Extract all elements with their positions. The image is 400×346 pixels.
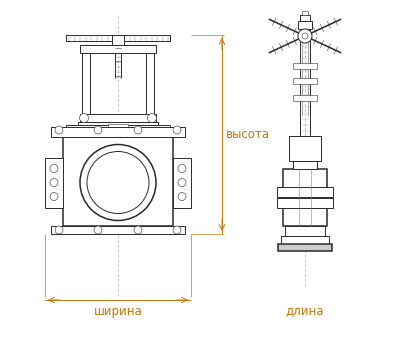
- Bar: [45, 157, 63, 208]
- Bar: [289, 136, 321, 161]
- Circle shape: [87, 152, 149, 213]
- Circle shape: [50, 179, 58, 186]
- Bar: [285, 226, 325, 236]
- Bar: [298, 21, 312, 29]
- Bar: [51, 127, 185, 137]
- Bar: [278, 244, 332, 251]
- Circle shape: [80, 113, 88, 122]
- Bar: [293, 161, 317, 169]
- Bar: [281, 236, 329, 244]
- Circle shape: [178, 179, 186, 186]
- Circle shape: [298, 29, 312, 43]
- Bar: [66, 125, 170, 135]
- Bar: [300, 15, 310, 21]
- Bar: [277, 187, 333, 197]
- Circle shape: [178, 164, 186, 173]
- Text: ширина: ширина: [94, 304, 142, 318]
- Bar: [293, 63, 317, 69]
- Bar: [66, 35, 170, 41]
- Circle shape: [80, 145, 156, 220]
- Bar: [51, 226, 185, 234]
- Text: высота: высота: [226, 128, 270, 141]
- Circle shape: [134, 126, 142, 134]
- Circle shape: [50, 192, 58, 200]
- Circle shape: [50, 164, 58, 173]
- Circle shape: [55, 126, 63, 134]
- Circle shape: [302, 33, 308, 39]
- Bar: [173, 157, 191, 208]
- Circle shape: [173, 126, 181, 134]
- Bar: [293, 95, 317, 101]
- Circle shape: [94, 226, 102, 234]
- Bar: [63, 135, 173, 226]
- Bar: [80, 45, 156, 53]
- Bar: [78, 122, 158, 131]
- Circle shape: [148, 113, 156, 122]
- Bar: [283, 169, 327, 226]
- Circle shape: [134, 226, 142, 234]
- Bar: [108, 124, 128, 129]
- Bar: [293, 78, 317, 84]
- Circle shape: [94, 126, 102, 134]
- Bar: [112, 35, 124, 45]
- Circle shape: [55, 226, 63, 234]
- Circle shape: [173, 226, 181, 234]
- Bar: [80, 114, 156, 122]
- Circle shape: [178, 192, 186, 200]
- Text: длина: длина: [286, 304, 324, 318]
- Bar: [277, 198, 333, 208]
- Bar: [302, 11, 308, 15]
